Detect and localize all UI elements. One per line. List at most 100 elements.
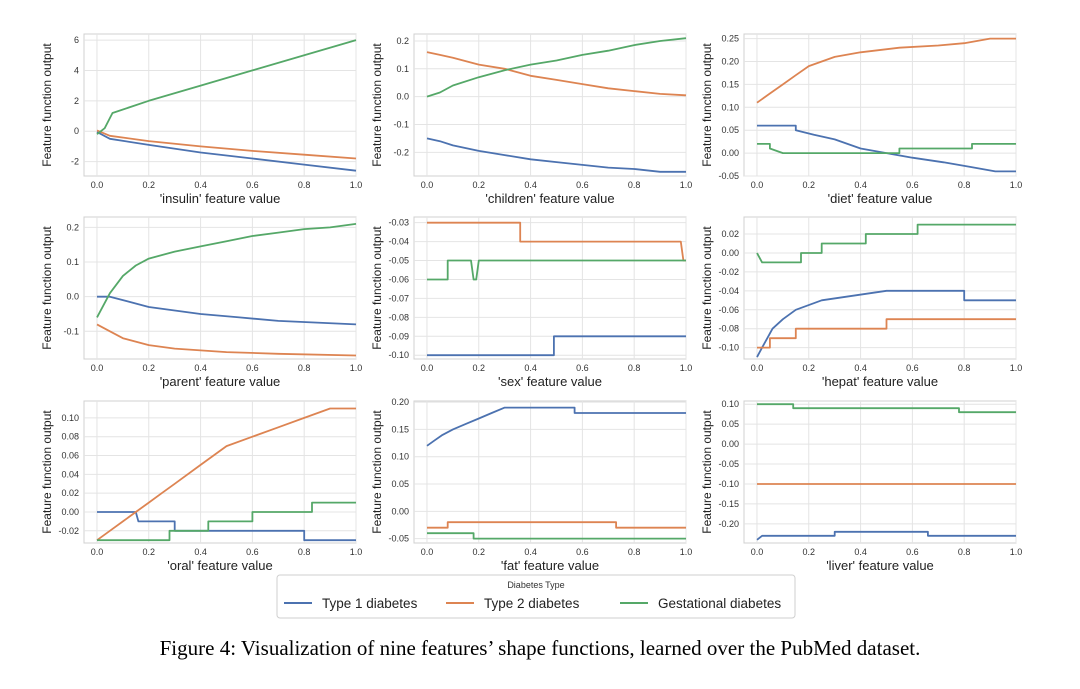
x-tick-label: 0.0 xyxy=(421,547,434,557)
series-line-type-2-diabetes xyxy=(96,323,357,357)
x-tick-label: 0.2 xyxy=(473,363,486,373)
x-tick-label: 0.2 xyxy=(143,180,156,190)
plot-area xyxy=(743,400,1017,544)
series-line-type-1-diabetes xyxy=(427,335,686,357)
x-tick-label: 0.2 xyxy=(143,547,156,557)
y-tick-label: 0.02 xyxy=(721,229,739,239)
x-tick-label: 0.2 xyxy=(143,363,156,373)
plot-area xyxy=(83,33,357,177)
x-tick-label: 0.6 xyxy=(906,547,919,557)
y-tick-label: 0.10 xyxy=(391,452,409,462)
plot-area xyxy=(413,400,687,544)
series-line-type-2-diabetes xyxy=(757,318,1016,349)
y-tick-label: -0.02 xyxy=(718,267,739,277)
plot-area xyxy=(413,216,687,360)
x-tick-label: 0.4 xyxy=(194,363,207,373)
series-line-gestational-diabetes xyxy=(97,501,356,542)
y-tick-label: 0.05 xyxy=(721,419,739,429)
x-tick-label: 1.0 xyxy=(680,363,693,373)
plot-area xyxy=(743,216,1017,360)
x-tick-label: 0.6 xyxy=(246,363,259,373)
legend-entry-label: Type 1 diabetes xyxy=(322,596,418,611)
x-tick-label: 0.4 xyxy=(854,180,867,190)
series-line-gestational-diabetes xyxy=(756,223,1016,264)
x-tick-label: 0.8 xyxy=(628,180,641,190)
series-line-gestational-diabetes xyxy=(96,39,357,135)
panel-1: 0.0 0.2 0.4 0.6 0.8 1.0 -2 0 2 4 6 'insulin' featur… xyxy=(40,33,362,206)
y-tick-label: 0.06 xyxy=(61,451,79,461)
y-tick-label: -0.07 xyxy=(388,293,409,303)
y-tick-label: 0.15 xyxy=(391,424,409,434)
x-tick-label: 0.8 xyxy=(628,363,641,373)
panel-4: 0.0 0.2 0.4 0.6 0.8 1.0 -0.1 0.0 0.1 0.2 'parent' … xyxy=(40,216,362,389)
y-axis-label: Feature function output xyxy=(370,410,384,534)
x-tick-label: 0.2 xyxy=(803,180,816,190)
series-line-gestational-diabetes xyxy=(427,532,686,540)
x-tick-label: 0.8 xyxy=(958,547,971,557)
y-tick-label: 0.1 xyxy=(66,257,79,267)
x-tick-label: 0.6 xyxy=(246,180,259,190)
y-tick-label: 2 xyxy=(74,96,79,106)
plot-area xyxy=(743,33,1017,177)
y-tick-label: 4 xyxy=(74,65,79,75)
x-axis-label: 'oral' feature value xyxy=(167,558,272,573)
y-tick-label: 0.20 xyxy=(721,56,739,66)
y-tick-label: -0.03 xyxy=(388,218,409,228)
y-tick-label: 0.15 xyxy=(721,79,739,89)
x-tick-label: 0.0 xyxy=(91,180,104,190)
x-tick-label: 0.4 xyxy=(194,547,207,557)
y-tick-label: -0.20 xyxy=(718,519,739,529)
x-tick-label: 0.6 xyxy=(246,547,259,557)
series-line-type-1-diabetes xyxy=(756,530,1016,541)
y-tick-label: 0.00 xyxy=(61,507,79,517)
x-axis-label: 'children' feature value xyxy=(485,191,614,206)
x-tick-label: 1.0 xyxy=(350,547,363,557)
y-tick-label: 0.2 xyxy=(396,36,409,46)
x-axis-label: 'hepat' feature value xyxy=(822,374,938,389)
series-line-type-1-diabetes xyxy=(757,124,1016,173)
y-axis-label: Feature function output xyxy=(700,226,714,350)
y-tick-label: -2 xyxy=(71,157,79,167)
x-tick-label: 0.0 xyxy=(91,363,104,373)
x-tick-label: 0.6 xyxy=(576,547,589,557)
y-tick-label: -0.05 xyxy=(388,256,409,266)
series-line-gestational-diabetes xyxy=(757,143,1016,154)
y-tick-label: 0.00 xyxy=(721,248,739,258)
y-tick-label: 0 xyxy=(74,126,79,136)
y-tick-label: -0.2 xyxy=(393,147,409,157)
x-tick-label: 1.0 xyxy=(680,180,693,190)
x-tick-label: 0.2 xyxy=(803,363,816,373)
panel-6: 0.0 0.2 0.4 0.6 0.8 1.0 -0.10 -0.08 -0.06 -0.04 -0… xyxy=(700,216,1022,389)
x-tick-label: 0.2 xyxy=(473,180,486,190)
panel-3: 0.0 0.2 0.4 0.6 0.8 1.0 -0.05 0.00 0.05 0.10 0.15 0… xyxy=(700,33,1022,206)
series-line-type-1-diabetes xyxy=(96,131,357,172)
x-tick-label: 0.8 xyxy=(298,363,311,373)
x-axis-label: 'liver' feature value xyxy=(826,558,934,573)
y-tick-label: -0.05 xyxy=(718,171,739,181)
series-line-type-1-diabetes xyxy=(426,406,686,447)
series-line-type-2-diabetes xyxy=(426,51,687,97)
x-axis-label: 'insulin' feature value xyxy=(160,191,281,206)
x-tick-label: 0.8 xyxy=(298,547,311,557)
panel-9: 0.0 0.2 0.4 0.6 0.8 1.0 -0.20 -0.15 -0.10 -0.05 0.… xyxy=(700,399,1022,573)
y-axis-label: Feature function output xyxy=(40,43,54,167)
x-axis-label: 'fat' feature value xyxy=(501,558,599,573)
y-tick-label: -0.10 xyxy=(388,350,409,360)
x-tick-label: 0.8 xyxy=(958,363,971,373)
series-line-type-1-diabetes xyxy=(756,289,1016,358)
x-tick-label: 0.8 xyxy=(298,180,311,190)
y-tick-label: 6 xyxy=(74,35,79,45)
series-line-gestational-diabetes xyxy=(426,37,687,98)
x-tick-label: 0.0 xyxy=(751,547,764,557)
series-line-gestational-diabetes xyxy=(96,223,357,318)
x-tick-label: 0.4 xyxy=(854,547,867,557)
x-tick-label: 0.0 xyxy=(91,547,104,557)
y-axis-label: Feature function output xyxy=(40,410,54,534)
figure-caption: Figure 4: Visualization of nine features… xyxy=(159,636,921,660)
x-axis-label: 'sex' feature value xyxy=(498,374,602,389)
plot-area xyxy=(83,400,357,544)
x-tick-label: 0.0 xyxy=(751,180,764,190)
y-tick-label: -0.08 xyxy=(388,312,409,322)
legend-title: Diabetes Type xyxy=(507,580,564,590)
